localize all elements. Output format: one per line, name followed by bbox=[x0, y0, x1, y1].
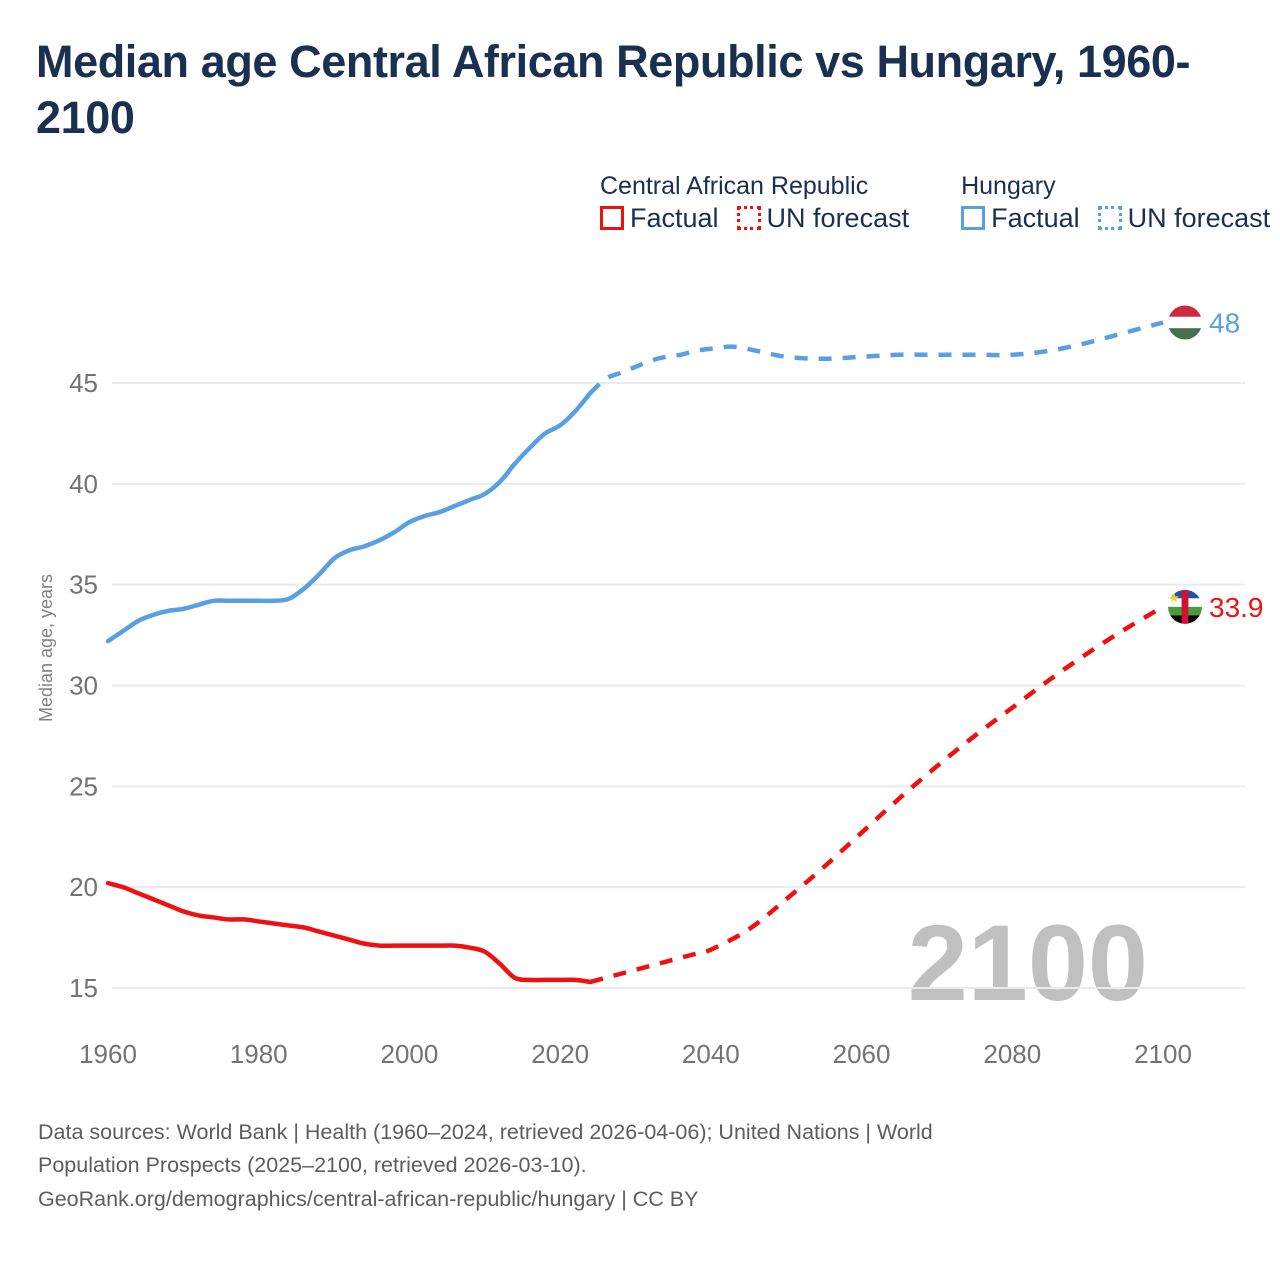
end-marker-central-african-republic bbox=[1168, 589, 1202, 624]
footer-line-1: Data sources: World Bank | Health (1960–… bbox=[38, 1120, 933, 1144]
x-tick-label: 1980 bbox=[230, 1039, 288, 1069]
legend-item-un-forecast[interactable]: UN forecast bbox=[1097, 202, 1271, 233]
legend-item-label: UN forecast bbox=[1127, 202, 1271, 233]
end-markers: 48 33.9 bbox=[1168, 305, 1264, 624]
legend-item-factual[interactable]: Factual bbox=[961, 202, 1080, 233]
flag-star-icon bbox=[1169, 592, 1179, 603]
chart-legend: Central African Republic Factual UN foreca… bbox=[600, 172, 1270, 232]
watermark-label: 2100 bbox=[908, 902, 1148, 1023]
legend-group-title: Central African Republic bbox=[600, 172, 869, 200]
legend-swatch-icon bbox=[600, 206, 624, 231]
y-tick-label: 25 bbox=[69, 771, 98, 801]
legend-item-factual[interactable]: Factual bbox=[600, 202, 719, 233]
end-value-label: 48 bbox=[1209, 308, 1240, 339]
line-factual-central-african-republic bbox=[105, 880, 593, 985]
end-marker-hungary bbox=[1168, 305, 1202, 340]
x-tick-label: 2100 bbox=[1134, 1039, 1192, 1069]
y-axis-title: Median age, years bbox=[36, 574, 56, 722]
y-tick-label: 35 bbox=[69, 570, 98, 600]
central-african-republic-flag-icon bbox=[1168, 589, 1202, 624]
legend-group-1: Central African Republic Factual UN foreca… bbox=[600, 172, 909, 232]
flag-stripe-white bbox=[1168, 316, 1202, 329]
legend-groups: Central African Republic Factual UN foreca… bbox=[600, 172, 1270, 232]
footer-line-3: GeoRank.org/demographics/central-african… bbox=[38, 1186, 699, 1211]
x-tick-label: 2060 bbox=[833, 1039, 891, 1069]
flag-stripe-red bbox=[1168, 305, 1202, 317]
legend-item-un-forecast[interactable]: UN forecast bbox=[736, 202, 910, 233]
hungary-flag-icon bbox=[1168, 305, 1202, 340]
legend-group-title: Hungary bbox=[961, 172, 1056, 200]
legend-item-list: Factual UN forecast bbox=[961, 202, 1271, 233]
line-forecast-central-african-republic bbox=[589, 604, 1165, 985]
y-tick-label: 45 bbox=[69, 368, 98, 398]
watermark: 2100 bbox=[908, 902, 1148, 1023]
legend-swatch-icon bbox=[736, 206, 761, 231]
legend-swatch-icon bbox=[1097, 206, 1122, 231]
y-axis-ticks: 15 20 25 30 35 40 45 bbox=[69, 368, 98, 1003]
x-tick-label: 2080 bbox=[983, 1039, 1041, 1069]
x-axis-ticks: 1960 1980 2000 2020 2040 2060 2080 2100 bbox=[79, 1039, 1192, 1069]
data-series-group bbox=[105, 320, 1165, 985]
legend-swatch-icon bbox=[961, 206, 986, 231]
x-tick-label: 2040 bbox=[682, 1039, 740, 1069]
y-tick-label: 40 bbox=[69, 469, 98, 499]
legend-item-label: Factual bbox=[991, 202, 1080, 233]
chart-footer: Data sources: World Bank | Health (1960–… bbox=[38, 1116, 1238, 1216]
end-value-label: 33.9 bbox=[1209, 592, 1264, 623]
line-factual-hungary bbox=[105, 390, 593, 644]
y-tick-label: 15 bbox=[69, 973, 98, 1003]
legend-item-label: Factual bbox=[630, 202, 719, 233]
x-tick-label: 1960 bbox=[79, 1039, 137, 1069]
x-tick-label: 2000 bbox=[381, 1039, 439, 1069]
legend-item-label: UN forecast bbox=[766, 202, 910, 233]
page-title: Median age Central African Republic vs H… bbox=[36, 36, 1191, 144]
legend-item-list: Factual UN forecast bbox=[600, 202, 910, 233]
flag-vertical-band bbox=[1181, 589, 1189, 624]
y-tick-label: 30 bbox=[69, 671, 98, 701]
footer-line-2: Population Prospects (2025–2100, retriev… bbox=[38, 1153, 587, 1178]
flag-stripe-green bbox=[1168, 328, 1202, 340]
legend-group-2: Hungary Factual UN forecast bbox=[961, 172, 1270, 232]
y-tick-label: 20 bbox=[69, 872, 98, 902]
gridlines bbox=[112, 382, 1245, 989]
x-tick-label: 2020 bbox=[531, 1039, 589, 1069]
